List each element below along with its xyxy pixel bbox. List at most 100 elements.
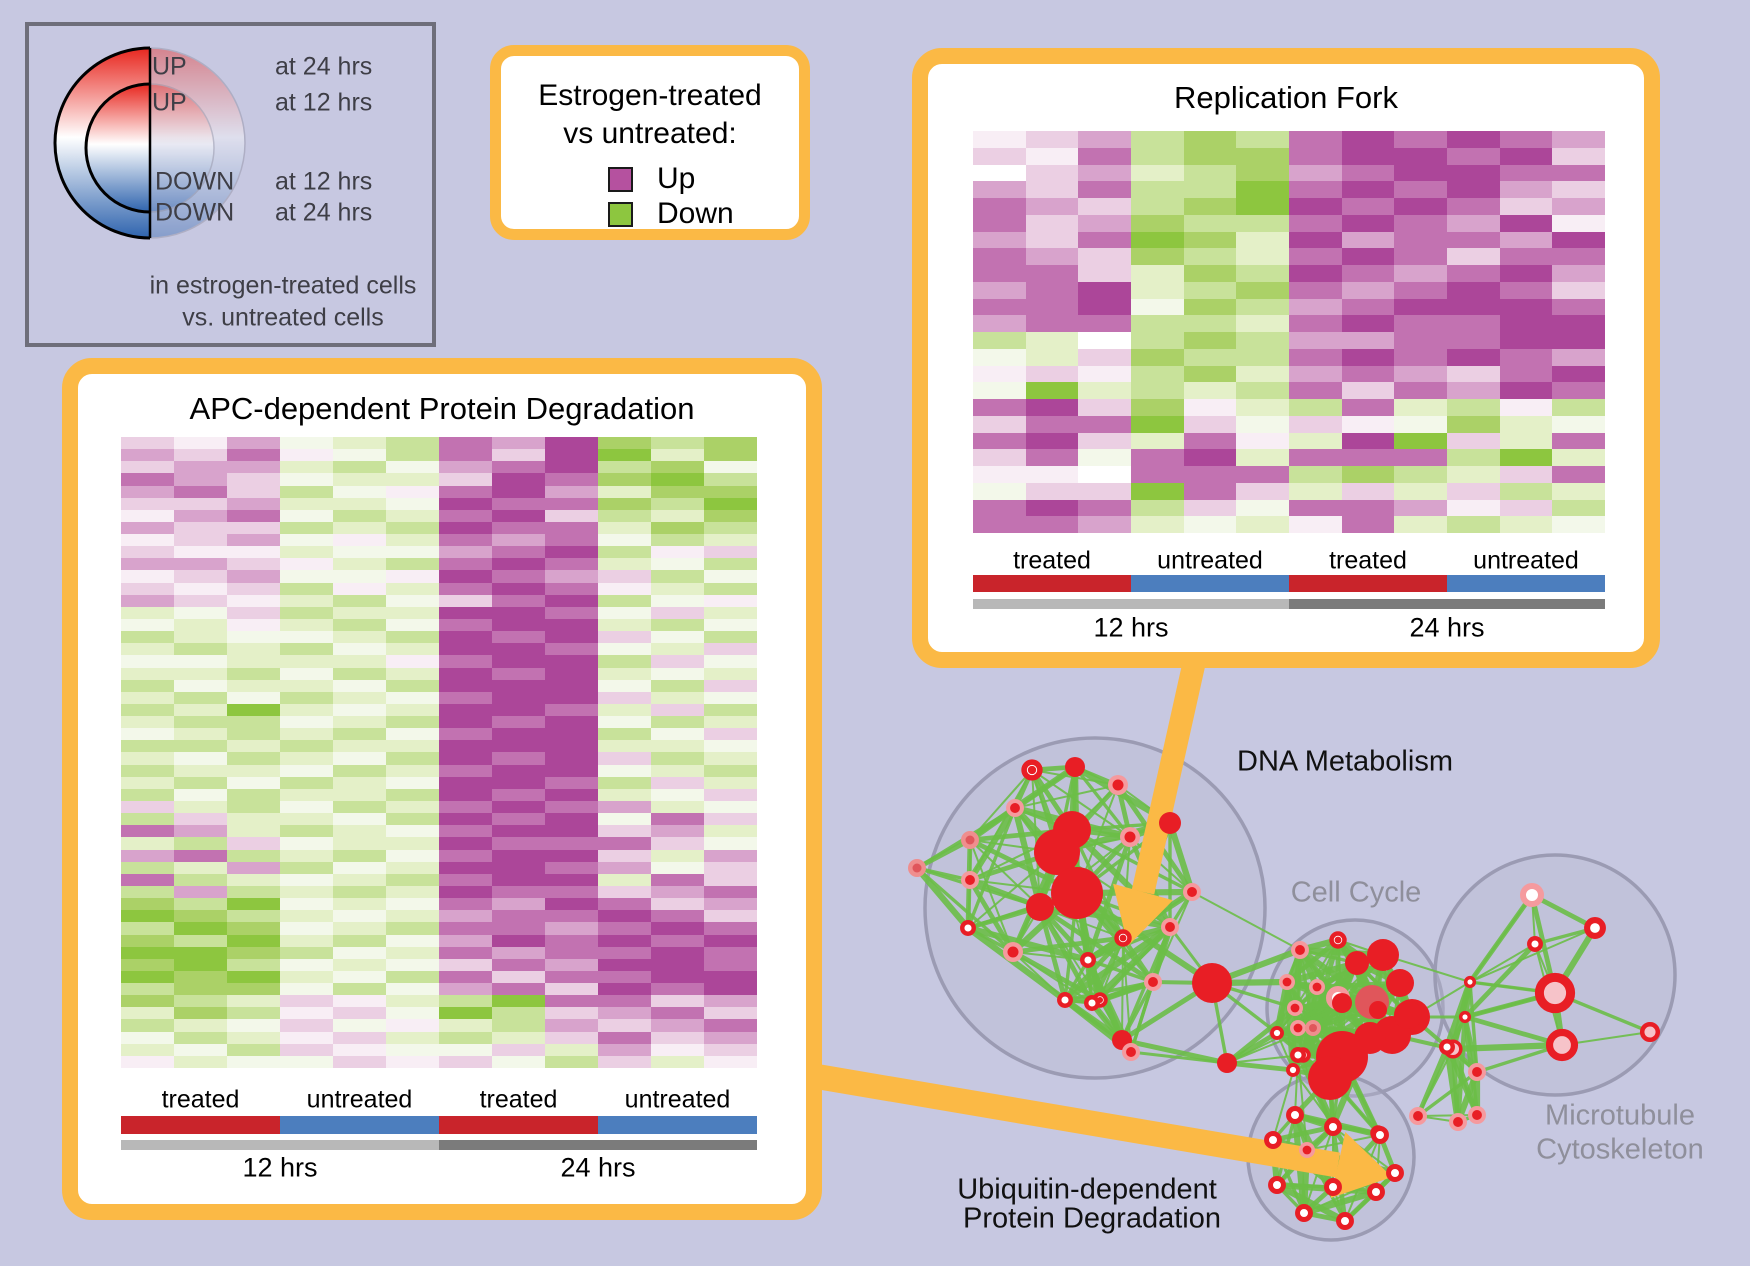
network-label-microtubule: Microtubule — [1545, 1099, 1695, 1132]
heatmap-cell — [1131, 482, 1184, 500]
heatmap-cell — [280, 1019, 333, 1032]
heatmap-cell — [386, 752, 439, 765]
heatmap-cell — [439, 485, 492, 498]
network-edge — [1443, 1046, 1462, 1123]
heatmap-cell — [386, 788, 439, 802]
ring-up-12-label: UP — [152, 88, 187, 117]
network-bridge-edge — [1469, 927, 1596, 983]
heatmap-cell — [651, 995, 704, 1008]
heatmap-cell — [545, 558, 598, 571]
heatmap-cell — [492, 655, 545, 668]
group-label-treated-2: treated — [479, 1085, 558, 1114]
heatmap-cell — [1236, 298, 1289, 316]
heatmap-cell — [1341, 281, 1395, 299]
heatmap-cell — [1078, 214, 1131, 232]
heatmap-cell — [704, 934, 757, 947]
heatmap-cell — [651, 958, 704, 971]
heatmap-cell — [1394, 499, 1447, 517]
heatmap-cell — [439, 643, 492, 656]
heatmap-cell — [333, 509, 386, 522]
heatmap-cell — [333, 788, 386, 802]
rf-panel-title: Replication Fork — [1174, 80, 1398, 115]
heatmap-cell — [1499, 315, 1553, 332]
heatmap-cell — [651, 885, 704, 899]
key-title-line2: vs untreated: — [563, 117, 737, 150]
network-node-pc — [1534, 972, 1576, 1014]
heatmap-cell — [386, 667, 439, 680]
heatmap-cell — [492, 461, 545, 474]
network-edge — [1063, 924, 1172, 1003]
ring-caption-line1: in estrogen-treated cells — [149, 271, 417, 300]
heatmap-cell — [545, 485, 598, 498]
heatmap-cell — [492, 582, 545, 595]
heatmap-cell — [386, 849, 439, 862]
heatmap-cell — [386, 558, 439, 571]
heatmap-cell — [174, 752, 227, 765]
heatmap-cell — [333, 521, 386, 535]
heatmap-cell — [439, 934, 492, 947]
ring-at-12b-label: at 12 hrs — [275, 167, 373, 196]
network-edge — [1303, 1189, 1377, 1216]
heatmap-cell — [545, 449, 598, 462]
heatmap-cell — [598, 631, 651, 644]
heatmap-cell — [1394, 315, 1447, 332]
heatmap-cell — [280, 861, 333, 874]
ring-at-12-label: at 12 hrs — [275, 88, 373, 117]
heatmap-cell — [973, 164, 1026, 182]
heatmap-cell — [227, 885, 280, 899]
heatmap-cell — [121, 521, 174, 535]
apc-panel-title: APC-dependent Protein Degradation — [189, 391, 695, 426]
heatmap-cell — [1025, 365, 1079, 383]
heatmap-cell — [973, 466, 1026, 483]
heatmap-cell — [598, 934, 651, 947]
heatmap-cell — [1447, 281, 1500, 299]
heatmap-cell — [333, 837, 386, 850]
ring-at-24b-label: at 24 hrs — [275, 198, 373, 227]
heatmap-cell — [386, 594, 439, 607]
heatmap-cell — [1447, 332, 1500, 349]
network-node-h — [1287, 1000, 1303, 1016]
heatmap-cell — [545, 776, 598, 789]
heatmap-cell — [492, 898, 545, 911]
heatmap-cell — [280, 764, 333, 777]
heatmap-cell — [386, 461, 439, 474]
heatmap-cell — [1394, 382, 1447, 399]
heatmap-cell — [1447, 181, 1500, 198]
network-edge — [1167, 822, 1195, 893]
heatmap-cell — [386, 1031, 439, 1044]
heatmap-cell — [545, 473, 598, 486]
heatmap-cell — [333, 728, 386, 741]
network-edge — [915, 837, 972, 871]
heatmap-cell — [545, 461, 598, 474]
ring-at-24-label: at 24 hrs — [275, 52, 373, 81]
time-label-24hrs: 24 hrs — [1409, 612, 1485, 643]
heatmap-cell — [280, 497, 333, 510]
heatmap-cell — [651, 764, 704, 777]
heatmap-cell — [545, 764, 598, 777]
treated-bar-segment — [121, 1116, 280, 1134]
heatmap-cell — [1447, 399, 1500, 416]
heatmap-cell — [227, 1055, 280, 1068]
heatmap-cell — [439, 1031, 492, 1044]
heatmap-cell — [439, 667, 492, 680]
heatmap-cell — [174, 728, 227, 741]
network-node-s — [1386, 969, 1414, 997]
down-color-swatch — [608, 202, 633, 227]
heatmap-cell — [439, 461, 492, 474]
network-node-o — [1286, 1106, 1304, 1124]
heatmap-cell — [1289, 482, 1342, 500]
heatmap-cell — [121, 546, 174, 559]
network-node-o — [1268, 1176, 1286, 1194]
connector-arrow-1 — [1113, 647, 1209, 946]
heatmap-cell — [280, 521, 333, 535]
heatmap-cell — [386, 728, 439, 741]
heatmap-cell — [545, 509, 598, 522]
heatmap-cell — [598, 497, 651, 510]
network-node-o — [1290, 1047, 1306, 1063]
heatmap-cell — [386, 703, 439, 717]
heatmap-cell — [1078, 399, 1131, 416]
heatmap-cell — [651, 461, 704, 474]
heatmap-cell — [973, 516, 1026, 533]
heatmap-cell — [1078, 198, 1131, 215]
heatmap-cell — [492, 825, 545, 838]
